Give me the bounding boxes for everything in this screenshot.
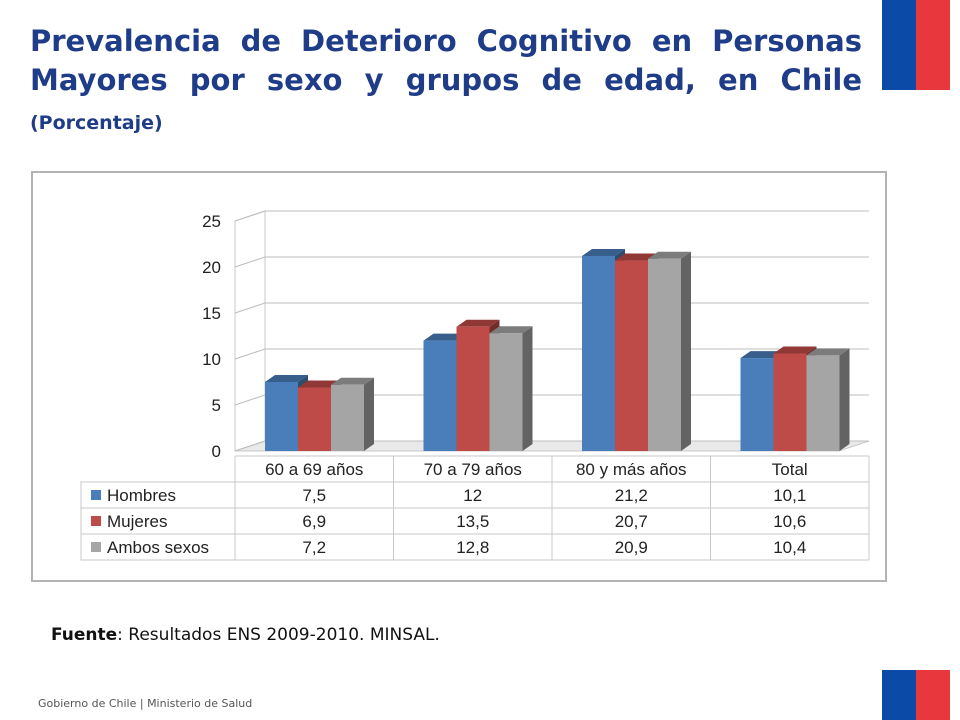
y-tick-label: 0 bbox=[212, 442, 221, 461]
data-value-label: 21,2 bbox=[615, 486, 648, 505]
data-value-label: 7,5 bbox=[302, 486, 326, 505]
data-value-label: 10,4 bbox=[773, 538, 806, 557]
y-tick-label: 5 bbox=[212, 396, 221, 415]
data-value-label: 10,6 bbox=[773, 512, 806, 531]
bar-mujeres bbox=[773, 353, 807, 451]
data-value-label: 12 bbox=[463, 486, 482, 505]
legend-swatch bbox=[91, 490, 101, 500]
data-value-label: 7,2 bbox=[302, 538, 326, 557]
bar-chart: 0 5 10 15 20 25 60 a 69 años 70 a 79 años 80 y m… bbox=[80, 210, 870, 561]
gridline-side bbox=[234, 394, 266, 406]
bar-top bbox=[615, 253, 658, 261]
gridline-side bbox=[234, 302, 266, 314]
flag-blue-stripe bbox=[882, 670, 916, 720]
data-value-label: 20,9 bbox=[615, 538, 648, 557]
side-wall bbox=[234, 210, 266, 452]
legend-label: Mujeres bbox=[107, 512, 167, 531]
bar-hombres bbox=[582, 255, 615, 451]
gridline-side bbox=[234, 440, 266, 452]
category-label: 70 a 79 años bbox=[424, 460, 522, 479]
flag-red-stripe bbox=[916, 0, 950, 90]
bar-ambos-sexos bbox=[331, 384, 364, 451]
bar-ambos-sexos bbox=[489, 333, 523, 451]
bar-side bbox=[681, 251, 691, 451]
table-legend-column bbox=[80, 481, 236, 561]
chart-frame: 0 5 10 15 20 25 60 a 69 años 70 a 79 años 80 y m… bbox=[31, 171, 887, 582]
flag-red-stripe bbox=[916, 670, 950, 720]
gridline-side bbox=[234, 348, 266, 360]
bar-side bbox=[522, 326, 533, 451]
source-label: Fuente bbox=[51, 625, 118, 645]
flag-blue-stripe bbox=[882, 0, 916, 90]
bar-hombres bbox=[740, 358, 774, 451]
bar-side bbox=[839, 348, 850, 451]
bar-top bbox=[423, 333, 467, 341]
bar-top bbox=[456, 319, 500, 327]
footer-text: Gobierno de Chile | Ministerio de Salud bbox=[38, 697, 253, 710]
source-text: : Resultados ENS 2009-2010. MINSAL. bbox=[117, 625, 440, 645]
chile-flag-logo bbox=[882, 0, 950, 90]
bar-top bbox=[648, 251, 691, 259]
bar-top bbox=[740, 351, 784, 359]
legend-swatch bbox=[91, 516, 101, 526]
data-value-label: 6,9 bbox=[302, 512, 326, 531]
bar-hombres bbox=[423, 340, 457, 451]
bar-mujeres bbox=[615, 260, 648, 451]
title-main: Prevalencia de Deterioro Cognitivo en Pe… bbox=[30, 24, 862, 97]
category-label: 60 a 69 años bbox=[265, 460, 363, 479]
data-value-label: 20,7 bbox=[615, 512, 648, 531]
y-tick-label: 10 bbox=[202, 350, 221, 369]
bar-top bbox=[806, 348, 850, 356]
data-value-label: 10,1 bbox=[773, 486, 806, 505]
y-tick-label: 15 bbox=[202, 304, 221, 323]
title-subtitle: (Porcentaje) bbox=[30, 112, 163, 134]
bar-ambos-sexos bbox=[648, 258, 681, 451]
bar-top bbox=[773, 346, 817, 354]
chile-flag-logo-bottom bbox=[882, 670, 950, 720]
category-label: 80 y más años bbox=[576, 460, 687, 479]
bar-hombres bbox=[265, 382, 298, 451]
bar-mujeres bbox=[298, 387, 331, 451]
slide-title: Prevalencia de Deterioro Cognitivo en Pe… bbox=[30, 22, 862, 143]
gridline-side bbox=[234, 210, 266, 222]
bar-top bbox=[489, 326, 533, 334]
bar-top bbox=[265, 375, 308, 382]
bar-top bbox=[582, 248, 625, 256]
category-label: Total bbox=[772, 460, 808, 479]
bar-top bbox=[298, 380, 341, 388]
legend-swatch bbox=[91, 542, 101, 552]
bar-side bbox=[364, 377, 374, 451]
bar-top bbox=[331, 377, 374, 385]
y-tick-label: 20 bbox=[202, 258, 221, 277]
bar-ambos-sexos bbox=[806, 355, 840, 451]
data-value-label: 13,5 bbox=[456, 512, 489, 531]
y-tick-label: 25 bbox=[202, 212, 221, 231]
gridline-side bbox=[234, 256, 266, 268]
legend-label: Ambos sexos bbox=[107, 538, 209, 557]
source-note: Fuente: Resultados ENS 2009-2010. MINSAL… bbox=[51, 625, 440, 645]
bar-mujeres bbox=[456, 326, 490, 451]
data-value-label: 12,8 bbox=[456, 538, 489, 557]
legend-label: Hombres bbox=[107, 486, 176, 505]
